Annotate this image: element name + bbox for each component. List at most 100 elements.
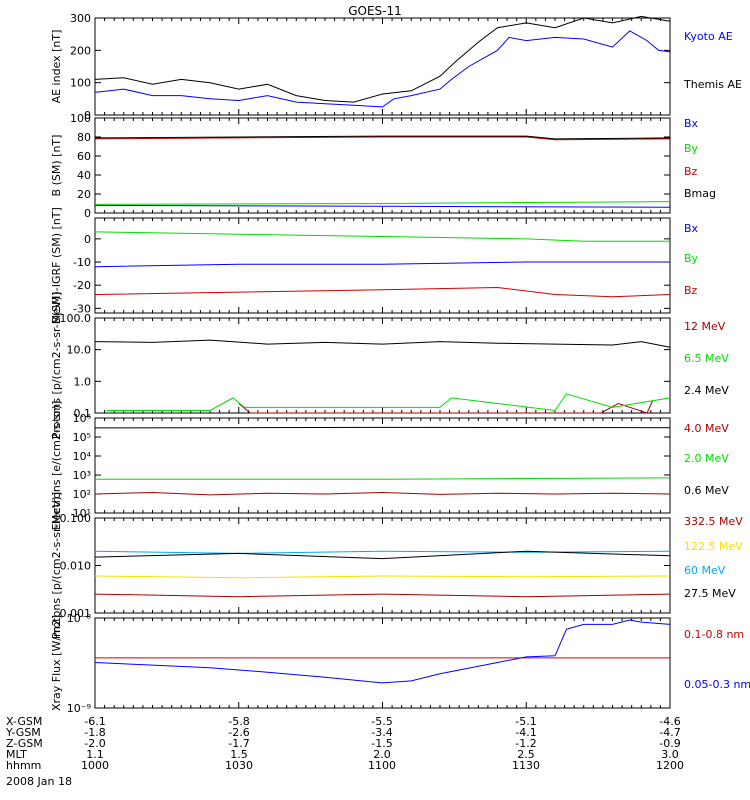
orbit-value: -4.1 — [515, 726, 536, 739]
y-tick-label: 0.1 — [74, 407, 92, 420]
y-tick-label: 10⁴ — [73, 450, 92, 463]
legend-entry: Bz — [684, 165, 698, 178]
orbit-value: -0.9 — [659, 737, 680, 750]
legend-entry: 0.1-0.8 nm — [684, 628, 744, 641]
series-line-bz — [94, 136, 671, 141]
y-tick-label: 60 — [77, 150, 91, 163]
panel-b: 0 20 40 60 80 100 B (SM) [nT] Bx By Bz Bmag — [50, 112, 716, 220]
y-tick-label: 0.010 — [60, 560, 92, 573]
orbit-value: -3.4 — [371, 726, 392, 739]
y-tick-label: 1.0 — [74, 375, 92, 388]
legend-entry: 6.5 MeV — [684, 352, 729, 365]
series-line-by — [94, 231, 670, 242]
orbit-value: 1.1 — [86, 748, 104, 761]
legend-entry: Bz — [684, 284, 698, 297]
legend-entry: 27.5 MeV — [684, 587, 736, 600]
series-line-12-mev — [238, 400, 654, 414]
y-tick-label: 0 — [84, 109, 91, 122]
series-line-bx — [94, 204, 671, 208]
orbit-value: 1.5 — [230, 748, 248, 761]
legend-entry: 0.05-0.3 nm — [684, 678, 750, 691]
orbit-value: -2.6 — [228, 726, 249, 739]
y-tick-label: 100 — [70, 77, 91, 90]
y-tick-label: 0 — [84, 207, 91, 220]
orbit-value: 2.5 — [517, 748, 535, 761]
series-line-27-5-mev — [94, 550, 671, 560]
y-tick-label: 80 — [77, 131, 91, 144]
orbit-row-label: Y-GSM — [5, 726, 41, 739]
y-tick-label: -10 — [73, 256, 91, 269]
legend-entry: Bx — [684, 222, 699, 235]
legend-entry: By — [684, 142, 699, 155]
y-tick-label: 100 — [70, 112, 91, 125]
legend-entry: 332.5 MeV — [684, 515, 743, 528]
series-line-bx — [94, 261, 670, 268]
panel-frame — [94, 117, 671, 214]
panel-frame — [94, 517, 671, 614]
orbit-value: 1000 — [81, 759, 109, 772]
y-tick-label: 10⁶ — [73, 412, 92, 425]
orbit-table: X-GSM -6.1 -5.8 -5.5 -5.1 -4.6 Y-GSM -1.8 -2.6 -3… — [5, 715, 684, 772]
orbit-value: 1100 — [368, 759, 396, 772]
series-line-2-4-mev — [94, 339, 671, 348]
panel-frame — [94, 17, 671, 116]
y-tick-label: 20 — [77, 188, 91, 201]
y-tick-label: 10⁵ — [73, 431, 91, 444]
legend-entry: 2.4 MeV — [684, 384, 729, 397]
y-tick-label: 0.100 — [60, 512, 92, 525]
orbit-value: -5.8 — [228, 715, 249, 728]
legend-entry: 4.0 MeV — [684, 422, 729, 435]
y-tick-label: 10⁻⁹ — [67, 702, 91, 715]
series-line-122-5-mev — [94, 575, 671, 579]
orbit-value: 1200 — [656, 759, 684, 772]
orbit-value: -4.7 — [659, 726, 680, 739]
y-tick-label: 100.0 — [60, 312, 92, 325]
y-tick-label: -20 — [73, 279, 91, 292]
y-tick-label: 200 — [70, 44, 91, 57]
legend-entry: 122.5 MeV — [684, 540, 743, 553]
orbit-value: -5.5 — [371, 715, 392, 728]
y-axis-label: Electrons [e/(cm2-s-sr)] — [50, 401, 63, 531]
series-line-4-0-mev — [94, 491, 671, 496]
orbit-value: 3.0 — [661, 748, 679, 761]
orbit-value: -1.8 — [84, 726, 105, 739]
y-tick-label: 10¹ — [73, 507, 91, 520]
y-tick-label: 10.0 — [67, 344, 92, 357]
series-line-332-5-mev — [94, 593, 671, 598]
panel-electrons: 10¹ 10² 10³ 10⁴ 10⁵ 10⁶ Electrons [e/(cm2-s-sr… — [50, 401, 729, 531]
y-tick-label: 300 — [70, 12, 91, 25]
series-line-kyoto-ae — [94, 30, 671, 108]
orbit-value: -4.6 — [659, 715, 680, 728]
y-tick-label: 0 — [84, 233, 91, 246]
series-line-by — [94, 201, 671, 205]
legend-entry: Kyoto AE — [684, 30, 733, 43]
orbit-value: -2.0 — [84, 737, 105, 750]
orbit-value: 2.0 — [373, 748, 391, 761]
y-tick-label: 10⁻⁸ — [67, 612, 92, 625]
date-label: 2008 Jan 18 — [6, 775, 72, 788]
legend-entry: By — [684, 252, 699, 265]
legend-entry: 2.0 MeV — [684, 452, 729, 465]
orbit-value: -1.2 — [515, 737, 536, 750]
y-axis-label: AE index [nT] — [50, 30, 63, 104]
y-tick-label: 10³ — [73, 469, 91, 482]
orbit-value: 1130 — [512, 759, 540, 772]
orbit-value: 1030 — [225, 759, 253, 772]
y-axis-label: Protons [p/(cm2-s-sr-MeV)] — [50, 492, 63, 639]
y-axis-label: Xray Flux [W/m2] — [50, 615, 63, 711]
panel-frame — [94, 417, 671, 514]
y-tick-label: -30 — [73, 302, 91, 315]
panel-bdiff: -30 -20 -10 0 B(SM)-IGRF (SM) [nT] Bx By Bz — [50, 207, 699, 324]
series-line-0-6-mev — [94, 426, 671, 429]
y-tick-label: 0.001 — [60, 607, 92, 620]
orbit-row-label: hhmm — [6, 759, 41, 772]
orbit-value: -5.1 — [515, 715, 536, 728]
series-line-6-5-mev — [106, 393, 671, 412]
legend-entry: Bx — [684, 117, 699, 130]
series-line-bz — [94, 286, 671, 298]
series-line-2-0-mev — [95, 477, 671, 480]
